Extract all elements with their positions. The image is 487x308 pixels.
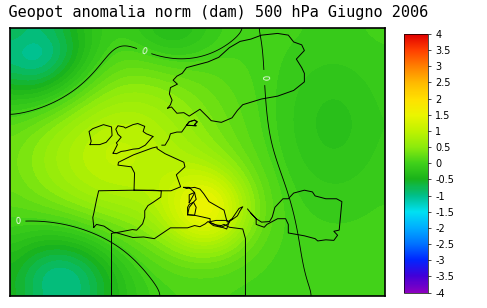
- Text: Alt Geopot anomalia norm (dam) 500 hPa Giugno 2006: Alt Geopot anomalia norm (dam) 500 hPa G…: [0, 5, 428, 20]
- Text: 0: 0: [140, 46, 148, 56]
- Text: 0: 0: [260, 75, 269, 80]
- Text: 0: 0: [15, 217, 20, 226]
